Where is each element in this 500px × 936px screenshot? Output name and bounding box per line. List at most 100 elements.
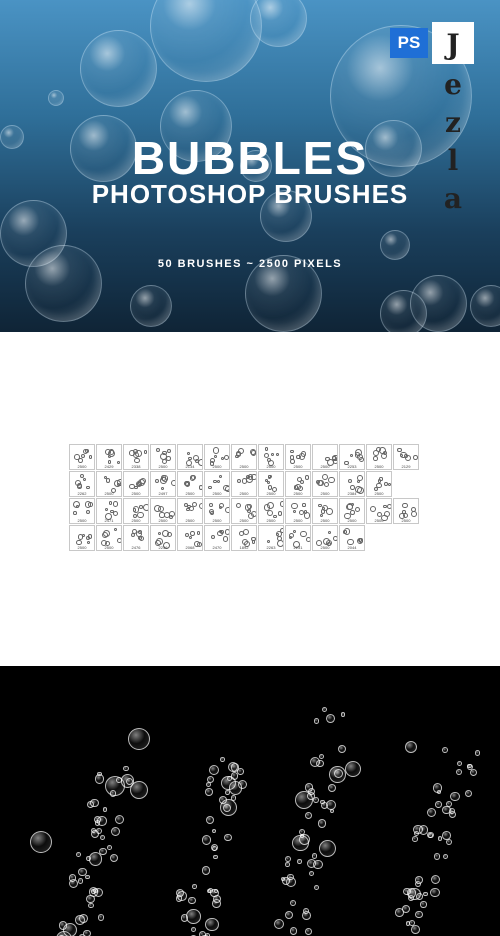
bubble-particle (273, 918, 284, 929)
brush-dot (349, 485, 355, 490)
bubble-particle (289, 927, 298, 935)
bubble-particle (102, 807, 108, 812)
bubble-particle (78, 868, 87, 877)
brush-dot (347, 538, 355, 546)
brush-dot (80, 474, 84, 479)
brush-dot (135, 450, 142, 457)
brush-dot (279, 501, 283, 507)
brush-size-label: 2338 (131, 464, 141, 469)
bubble-particle (297, 859, 302, 864)
brush-thumbnail: 2500 (150, 444, 176, 470)
brush-dot (157, 505, 164, 512)
brush-dot (189, 475, 196, 481)
brush-dot (169, 511, 175, 518)
bubble-particle (227, 761, 238, 773)
brush-dot (320, 509, 326, 514)
brush-thumbnail: 2500 (258, 444, 284, 470)
brush-thumbnail: 2497 (150, 471, 176, 497)
bubble-particle (97, 914, 105, 922)
brush-dot (155, 540, 161, 547)
bubble-particle (430, 874, 441, 885)
brush-size-label: 2500 (104, 491, 114, 496)
brush-dot (343, 530, 347, 534)
brush-dot (293, 540, 301, 548)
brush-dot (349, 453, 353, 457)
bubble-particle (192, 883, 197, 889)
bubble-particle (455, 768, 463, 776)
bubble-particle (222, 803, 231, 812)
brush-thumbnail: 2129 (393, 444, 419, 470)
brush-dot (350, 510, 355, 515)
brush-dot (384, 482, 388, 486)
bubble-particle (405, 921, 411, 927)
brush-thumbnail: 2500 (204, 471, 230, 497)
brush-thumbnail: 2500 (96, 471, 122, 497)
brush-dot (289, 532, 295, 538)
brush-size-label: 2500 (77, 464, 87, 469)
brush-size-label: 2500 (239, 491, 249, 496)
brush-dot (83, 448, 89, 454)
brush-dot (87, 540, 91, 545)
brush-dot (290, 449, 294, 453)
brush-dot (213, 480, 217, 484)
bubble-particle (211, 828, 217, 834)
brush-dot (236, 451, 242, 457)
brush-thumbnail: 2500 (258, 471, 284, 497)
bubble-shape (0, 125, 24, 149)
brush-dot (246, 503, 253, 510)
brush-size-label: 2068 (185, 545, 195, 550)
brush-dot (88, 455, 93, 459)
brush-thumbnail: 2500 (204, 498, 230, 524)
brush-size-label: 2384 (347, 491, 357, 496)
bubble-particle (114, 814, 124, 824)
brush-dot (157, 531, 161, 535)
brush-dot (405, 454, 412, 461)
brush-thumbnail: 1892 (231, 525, 257, 551)
brush-dot (246, 509, 252, 514)
brush-dot (104, 507, 109, 512)
brush-dot (268, 460, 275, 466)
bubble-particle (237, 768, 244, 776)
brush-dot (370, 505, 377, 512)
brush-dot (332, 454, 337, 461)
bubble-particle (435, 801, 442, 808)
brush-dot (275, 453, 279, 457)
brush-thumbnail: 2338 (123, 444, 149, 470)
bubble-particle (305, 811, 313, 819)
brush-size-label: 2253 (347, 464, 357, 469)
bubble-particle (30, 831, 52, 853)
brush-dot (410, 511, 417, 518)
brush-dot (328, 530, 332, 535)
bubble-particle (130, 781, 148, 799)
brush-dot (298, 452, 306, 460)
brush-dot (185, 460, 192, 467)
brush-size-label: 1892 (239, 545, 249, 550)
bubble-particle (302, 911, 312, 921)
bubble-shape (80, 30, 157, 107)
brush-size-label: 2476 (131, 545, 141, 550)
brush-thumbnail: 2500 (96, 525, 122, 551)
brush-dot (247, 474, 254, 480)
brush-size-label: 2500 (293, 491, 303, 496)
bubble-particle (445, 839, 452, 846)
brush-dot (383, 504, 387, 509)
bubble-particle (90, 827, 96, 833)
brush-dot (167, 448, 172, 453)
bubble-particle (205, 933, 211, 936)
brush-dot (344, 512, 352, 520)
brush-dot (293, 484, 299, 490)
bubble-particle (206, 815, 214, 824)
brush-dot (374, 487, 379, 492)
brush-dot (236, 502, 242, 508)
brush-dot (373, 456, 378, 461)
bubble-particle (207, 888, 212, 893)
brush-dot (185, 507, 190, 512)
brush-dot (81, 533, 86, 538)
bubble-particle (312, 797, 319, 803)
bubble-particle (186, 909, 201, 924)
bubble-particle (308, 870, 315, 877)
bubble-particle (204, 917, 219, 932)
brush-dot (379, 477, 383, 481)
bubble-particle (450, 791, 460, 802)
brush-size-label: 2500 (293, 518, 303, 523)
